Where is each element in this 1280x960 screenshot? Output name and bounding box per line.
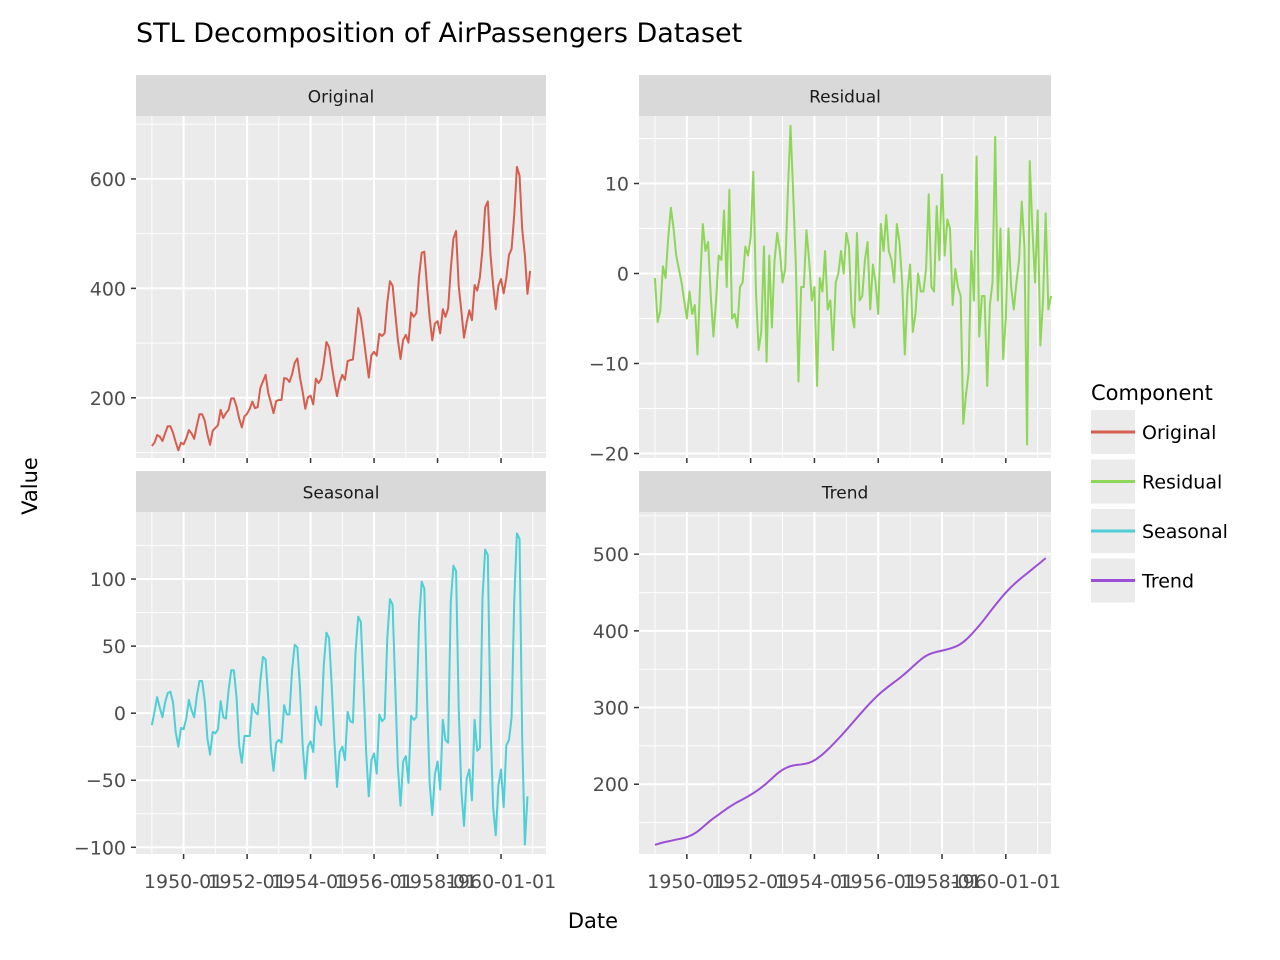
legend-label-original: Original xyxy=(1142,422,1216,444)
plot-area-seasonal xyxy=(136,512,546,854)
legend-title: Component xyxy=(1091,381,1213,405)
panel-strip-trend xyxy=(639,471,1051,512)
y-tick-label-trend: 200 xyxy=(593,774,629,796)
minor-grid-original xyxy=(136,116,546,458)
x-tick-label-trend: 1952-01 xyxy=(711,871,790,893)
y-tick-label-residual: 0 xyxy=(617,264,629,286)
panel-title-trend: Trend xyxy=(821,484,869,504)
y-tick-label-seasonal: −50 xyxy=(86,770,126,792)
legend-label-trend: Trend xyxy=(1141,571,1194,593)
plot-area-trend xyxy=(639,512,1051,854)
x-axis-title: Date xyxy=(568,909,618,933)
x-tick-label-trend: 1954-01 xyxy=(775,871,854,893)
panel-title-residual: Residual xyxy=(809,88,881,108)
x-tick-label-trend: 1960-01-01 xyxy=(951,871,1061,893)
panel-strip-seasonal xyxy=(136,471,546,512)
minor-grid-seasonal xyxy=(136,512,546,854)
chart-title: STL Decomposition of AirPassengers Datas… xyxy=(136,18,742,49)
series-line-seasonal xyxy=(150,532,529,846)
legend-item-trend: Trend xyxy=(1091,558,1194,603)
legend-label-seasonal: Seasonal xyxy=(1142,521,1228,543)
major-grid-trend xyxy=(639,512,1051,854)
y-tick-label-residual: −10 xyxy=(589,354,629,376)
x-tick-label-seasonal: 1952-01 xyxy=(207,871,286,893)
x-tick-label-seasonal: 1956-01 xyxy=(334,871,413,893)
x-tick-label-trend: 1958-01 xyxy=(902,871,981,893)
panel-original: Original 200 400 600 xyxy=(90,75,546,463)
y-tick-label-seasonal: 0 xyxy=(114,703,126,725)
legend-item-seasonal: Seasonal xyxy=(1091,509,1228,553)
series-line-residual xyxy=(653,124,1052,446)
legend-item-residual: Residual xyxy=(1091,459,1222,504)
legend-label-residual: Residual xyxy=(1142,472,1222,494)
y-tick-label-original: 400 xyxy=(90,278,126,300)
panel-trend: Trend2003004005001950-011952-011954-0119… xyxy=(593,471,1061,893)
facet-panels: Original200400600Residual−20−10010Season… xyxy=(74,75,1061,893)
plot-area-original xyxy=(136,116,546,458)
y-tick-label-seasonal: −100 xyxy=(74,837,126,859)
panel-strip-residual xyxy=(639,75,1051,116)
x-tick-label-seasonal: 1950-01 xyxy=(144,871,223,893)
legend-item-original: Original xyxy=(1091,410,1216,454)
plot-area-residual xyxy=(639,116,1051,458)
x-tick-label-seasonal: 1958-01 xyxy=(398,871,477,893)
y-tick-label-seasonal: 50 xyxy=(102,636,126,658)
major-grid-seasonal xyxy=(136,512,546,854)
minor-grid-residual xyxy=(639,116,1051,458)
y-tick-label-original: 600 xyxy=(90,169,126,191)
x-tick-label-seasonal: 1960-01-01 xyxy=(446,871,556,893)
y-tick-label-residual: −20 xyxy=(589,444,629,466)
y-tick-label-trend: 400 xyxy=(593,621,629,643)
minor-grid-trend xyxy=(639,512,1051,854)
panel-title-original: Original xyxy=(308,88,375,108)
y-tick-label-trend: 300 xyxy=(593,698,629,720)
legend: Component Original Residual Seasonal Trend xyxy=(1091,381,1228,603)
y-tick-label-residual: 10 xyxy=(605,174,629,196)
series-line-trend xyxy=(654,557,1047,846)
panel-seasonal: Seasonal −100 −50 0 50 100 1950-011952-011954-… xyxy=(74,471,556,893)
y-tick-label-seasonal: 100 xyxy=(90,569,126,591)
y-axis-title: Value xyxy=(18,457,42,515)
panel-residual: Residual −20 −10 0 10 xyxy=(589,75,1052,466)
x-tick-label-seasonal: 1954-01 xyxy=(271,871,350,893)
y-tick-label-original: 200 xyxy=(90,388,126,410)
x-tick-label-trend: 1956-01 xyxy=(839,871,918,893)
y-tick-label-trend: 500 xyxy=(593,544,629,566)
series-line-original xyxy=(151,165,532,452)
panel-title-seasonal: Seasonal xyxy=(303,484,380,504)
panel-strip-original xyxy=(136,75,546,116)
x-tick-label-trend: 1950-01 xyxy=(647,871,726,893)
